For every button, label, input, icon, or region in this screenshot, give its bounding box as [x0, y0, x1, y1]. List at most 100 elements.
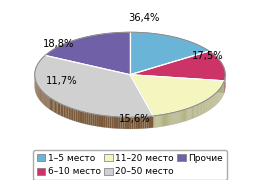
Polygon shape: [164, 114, 165, 126]
Polygon shape: [213, 95, 214, 107]
Polygon shape: [129, 117, 131, 129]
Polygon shape: [188, 108, 190, 120]
Polygon shape: [198, 104, 199, 116]
Polygon shape: [203, 102, 204, 114]
Polygon shape: [183, 110, 184, 122]
Polygon shape: [130, 75, 153, 128]
Text: 11,7%: 11,7%: [46, 76, 77, 86]
Polygon shape: [178, 111, 179, 123]
Polygon shape: [192, 107, 193, 119]
Polygon shape: [70, 108, 72, 120]
Polygon shape: [153, 116, 154, 128]
Polygon shape: [68, 107, 70, 120]
Polygon shape: [45, 94, 46, 107]
Polygon shape: [47, 96, 49, 109]
Polygon shape: [130, 75, 224, 116]
Polygon shape: [187, 109, 188, 121]
Polygon shape: [140, 117, 142, 129]
Polygon shape: [62, 104, 64, 117]
Polygon shape: [191, 107, 192, 119]
Polygon shape: [202, 102, 203, 114]
Polygon shape: [38, 86, 39, 99]
Polygon shape: [159, 115, 160, 127]
Polygon shape: [56, 102, 57, 114]
Polygon shape: [105, 116, 107, 128]
Polygon shape: [179, 111, 180, 123]
Polygon shape: [59, 103, 61, 116]
Polygon shape: [42, 91, 43, 104]
Polygon shape: [83, 112, 85, 124]
Polygon shape: [55, 101, 56, 113]
Polygon shape: [65, 106, 67, 118]
Polygon shape: [74, 109, 75, 121]
Polygon shape: [50, 98, 51, 110]
Polygon shape: [122, 117, 125, 129]
Polygon shape: [169, 113, 170, 125]
Polygon shape: [46, 95, 47, 108]
Polygon shape: [149, 116, 151, 128]
Text: 15,6%: 15,6%: [119, 114, 151, 124]
Polygon shape: [107, 116, 109, 128]
Polygon shape: [205, 100, 206, 112]
Polygon shape: [201, 103, 202, 115]
Polygon shape: [212, 96, 213, 108]
Polygon shape: [130, 32, 209, 75]
Polygon shape: [177, 111, 178, 123]
Polygon shape: [186, 109, 187, 121]
Polygon shape: [184, 109, 185, 122]
Polygon shape: [207, 99, 208, 111]
Polygon shape: [79, 111, 81, 123]
Polygon shape: [52, 99, 54, 112]
Polygon shape: [204, 101, 205, 113]
Polygon shape: [190, 107, 191, 119]
Polygon shape: [172, 112, 173, 125]
Polygon shape: [196, 105, 197, 117]
Polygon shape: [138, 117, 140, 129]
Polygon shape: [214, 94, 215, 106]
Polygon shape: [176, 112, 177, 123]
Polygon shape: [175, 112, 176, 124]
Polygon shape: [49, 97, 50, 109]
Polygon shape: [39, 87, 40, 100]
Polygon shape: [136, 117, 138, 129]
Polygon shape: [163, 114, 164, 126]
Polygon shape: [171, 113, 172, 125]
Polygon shape: [89, 113, 91, 125]
Polygon shape: [37, 84, 38, 97]
Polygon shape: [181, 110, 182, 122]
Polygon shape: [193, 106, 194, 118]
Polygon shape: [200, 103, 201, 115]
Polygon shape: [91, 113, 93, 125]
Polygon shape: [130, 75, 153, 128]
Polygon shape: [109, 116, 112, 128]
Polygon shape: [51, 98, 52, 111]
Text: 17,5%: 17,5%: [192, 51, 224, 61]
Polygon shape: [142, 117, 145, 129]
Polygon shape: [217, 91, 218, 103]
Polygon shape: [130, 75, 224, 93]
Polygon shape: [195, 105, 196, 118]
Polygon shape: [180, 111, 181, 123]
Polygon shape: [210, 97, 211, 109]
Polygon shape: [54, 100, 55, 112]
Polygon shape: [154, 116, 155, 127]
Polygon shape: [165, 114, 166, 126]
Polygon shape: [85, 112, 87, 124]
Polygon shape: [145, 116, 147, 129]
Polygon shape: [157, 115, 158, 127]
Polygon shape: [95, 114, 97, 126]
Polygon shape: [67, 107, 68, 119]
Text: 36,4%: 36,4%: [129, 13, 160, 22]
Polygon shape: [208, 99, 209, 111]
Polygon shape: [81, 111, 83, 123]
Polygon shape: [41, 90, 42, 102]
Polygon shape: [97, 114, 99, 127]
Polygon shape: [43, 92, 44, 105]
Polygon shape: [77, 110, 79, 122]
Polygon shape: [147, 116, 149, 128]
Polygon shape: [130, 51, 225, 81]
Polygon shape: [61, 104, 62, 116]
Polygon shape: [209, 98, 210, 110]
Polygon shape: [125, 117, 127, 129]
Polygon shape: [166, 114, 167, 126]
